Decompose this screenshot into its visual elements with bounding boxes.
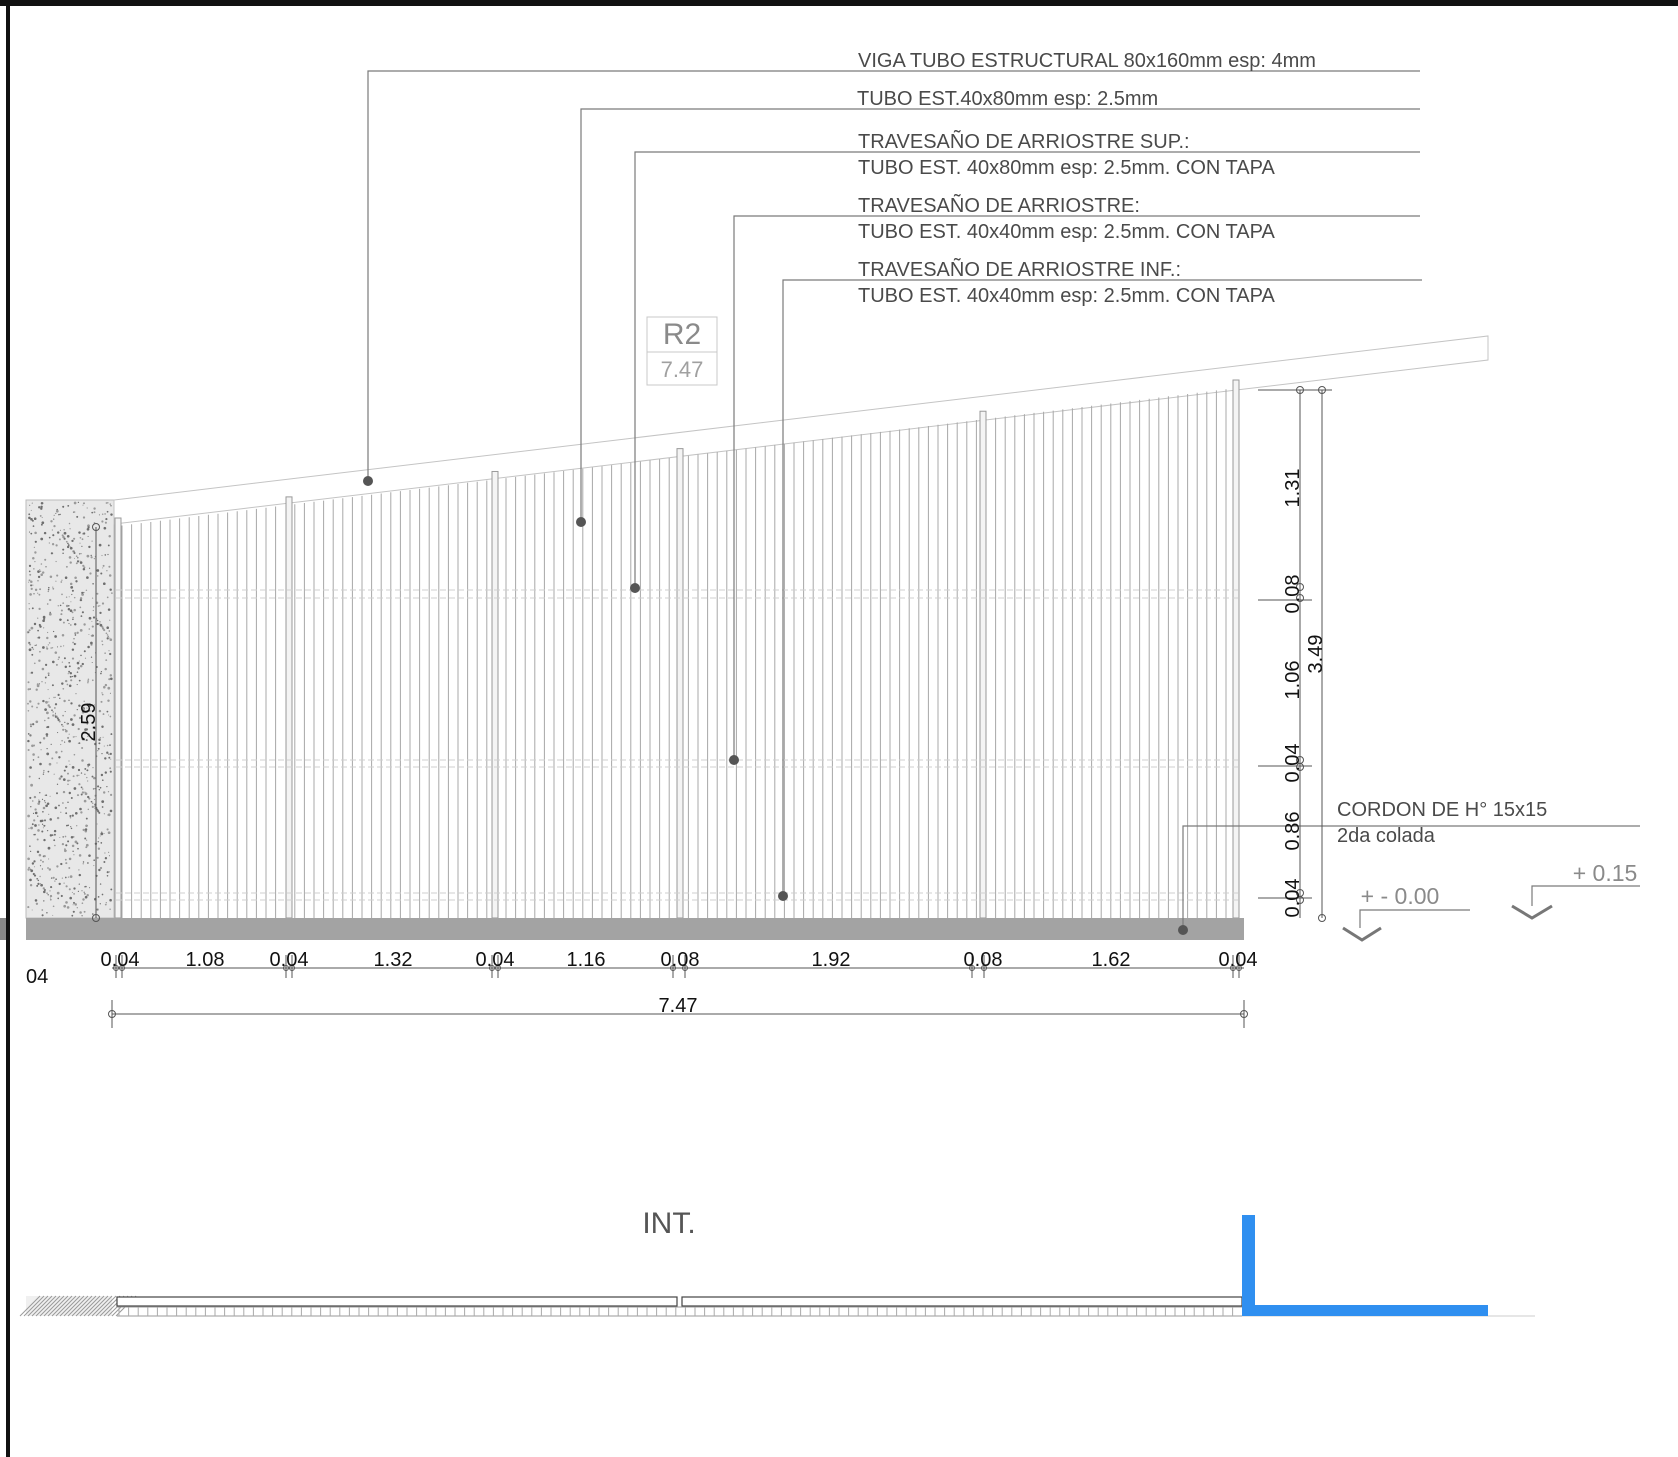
dim-right-3: 1.06 — [1282, 661, 1304, 700]
leader-lines — [363, 70, 1640, 935]
horizontal-dimensions: 0.04 1.08 0.04 1.32 0.04 1.16 0.08 1.92 … — [26, 949, 1257, 1028]
dim-h-5: 0.04 — [476, 949, 515, 971]
plan-curb-horizontal — [1242, 1305, 1488, 1316]
plan-label: INT. — [642, 1207, 695, 1240]
dim-h-6: 1.16 — [567, 949, 606, 971]
dim-left-height: 2.59 — [78, 703, 100, 742]
dim-total: 7.47 — [659, 995, 698, 1017]
dim-right-4: 0.04 — [1282, 744, 1304, 783]
callout-cordon-spec: 2da colada — [1337, 825, 1436, 847]
right-dimensions: 1.31 0.08 1.06 0.04 0.86 0.04 3.49 — [1258, 386, 1332, 922]
sloped-beam — [113, 335, 1489, 525]
callout-tubo: TUBO EST.40x80mm esp: 2.5mm — [857, 88, 1158, 110]
callout-mid-title: TRAVESAÑO DE ARRIOSTRE: — [858, 193, 1140, 217]
fence-bars — [114, 379, 1240, 919]
left-height-dimension: 2.59 — [78, 523, 100, 922]
dim-right-6: 0.04 — [1282, 879, 1304, 918]
dim-right-1: 1.31 — [1282, 469, 1304, 508]
sheet-top-border — [0, 0, 1678, 6]
callout-viga: VIGA TUBO ESTRUCTURAL 80x160mm esp: 4mm — [858, 50, 1316, 72]
callout-sup-title: TRAVESAÑO DE ARRIOSTRE SUP.: — [858, 129, 1190, 153]
callout-sup-spec: TUBO EST. 40x80mm esp: 2.5mm. CON TAPA — [858, 157, 1275, 179]
tag-value: 7.47 — [661, 357, 704, 382]
reference-tag: R2 7.47 — [646, 316, 718, 386]
dim-h-3: 0.04 — [270, 949, 309, 971]
dim-edge-fragment: 04 — [26, 966, 48, 988]
callout-cordon-title: CORDON DE H° 15x15 — [1337, 799, 1547, 821]
cross-braces — [116, 589, 1240, 901]
dim-right-total: 3.49 — [1305, 635, 1327, 674]
plan-view: INT. — [19, 1207, 1535, 1317]
dim-h-4: 1.32 — [374, 949, 413, 971]
curb-strip — [26, 918, 1244, 940]
dim-h-8: 1.92 — [812, 949, 851, 971]
level-curb: + 0.15 — [1573, 860, 1638, 886]
dim-h-2: 1.08 — [186, 949, 225, 971]
level-zero: + - 0.00 — [1361, 883, 1440, 909]
callout-mid-spec: TUBO EST. 40x40mm esp: 2.5mm. CON TAPA — [858, 221, 1275, 243]
dim-right-5: 0.86 — [1282, 812, 1304, 851]
tag-id: R2 — [663, 318, 701, 351]
dim-h-1: 0.04 — [101, 949, 140, 971]
dim-h-10: 1.62 — [1092, 949, 1131, 971]
plan-curb-vertical — [1242, 1215, 1255, 1311]
level-markers: + - 0.00 + 0.15 — [1342, 860, 1640, 942]
plan-gate-leaf-2 — [681, 1296, 1243, 1307]
dim-h-11: 0.04 — [1219, 949, 1258, 971]
sheet-left-border — [6, 0, 10, 1457]
plan-gate-leaf-1 — [116, 1296, 678, 1307]
dim-h-7: 0.08 — [661, 949, 700, 971]
callout-inf-spec: TUBO EST. 40x40mm esp: 2.5mm. CON TAPA — [858, 285, 1275, 307]
callout-inf-title: TRAVESAÑO DE ARRIOSTRE INF.: — [858, 257, 1181, 281]
concrete-texture — [26, 501, 113, 917]
dim-right-2: 0.08 — [1282, 575, 1304, 614]
dim-h-9: 0.08 — [964, 949, 1003, 971]
